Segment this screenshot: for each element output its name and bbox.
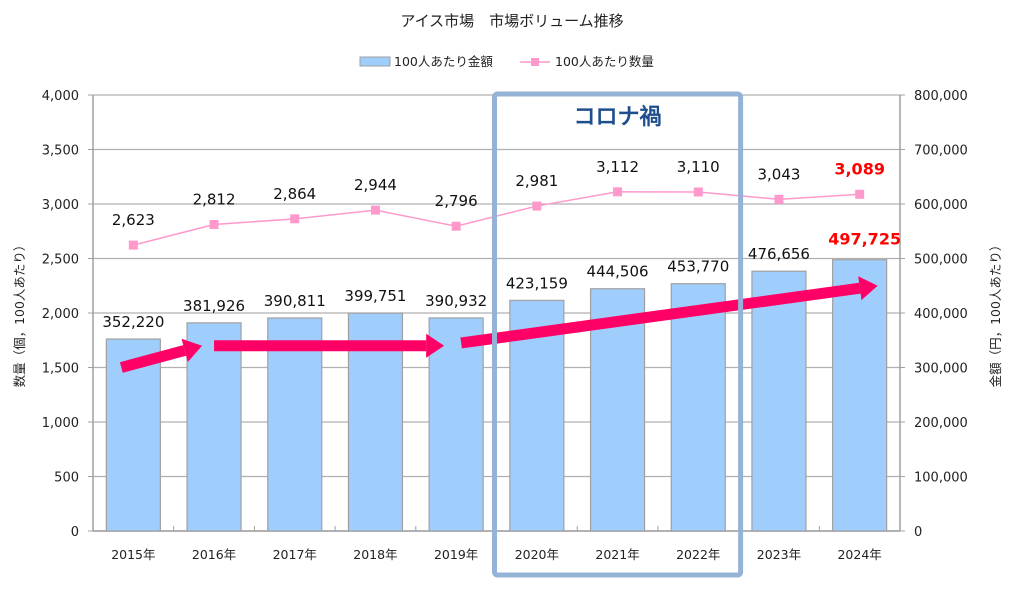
line-data-label: 3,110 (677, 158, 720, 176)
bar-2017年 (267, 317, 323, 532)
right-axis-ticks: 0 100,000 200,000 300,000 400,000 500,000 600,… (914, 89, 968, 540)
bar-data-label: 497,725 (828, 230, 901, 249)
line-marker-2022年 (693, 187, 703, 197)
line-marker-2020年 (532, 201, 542, 211)
left-axis-title: 数量（個，100人あたり） (12, 239, 27, 388)
trend-arrow-head (181, 338, 203, 362)
category-label: 2023年 (757, 547, 801, 562)
legend-swatch-marker (531, 58, 539, 66)
covid-box (492, 91, 744, 578)
line-data-label: 2,623 (112, 211, 155, 229)
right-tick-label: 200,000 (914, 416, 968, 431)
trend-arrow-shaft (119, 345, 187, 373)
category-label: 2021年 (595, 547, 639, 562)
right-tick-label: 600,000 (914, 198, 968, 213)
bar-2016年 (186, 322, 242, 532)
bar-2022年 (670, 283, 726, 532)
legend: 100人あたり金額 100人あたり数量 (359, 54, 654, 69)
category-label: 2016年 (192, 547, 236, 562)
trend-arrow-head (858, 276, 878, 301)
bar-data-label: 476,656 (748, 245, 810, 263)
category-label: 2024年 (837, 547, 881, 562)
category-label: 2018年 (353, 547, 397, 562)
line-marker-2015年 (128, 240, 138, 250)
legend-label-line: 100人あたり数量 (555, 54, 654, 69)
left-tick-label: 3,500 (42, 144, 79, 159)
chart-title: アイス市場 市場ボリューム推移 (400, 12, 623, 30)
legend-swatch-bar (359, 56, 391, 67)
right-tick-label: 500,000 (914, 253, 968, 268)
bar-data-label: 444,506 (587, 263, 649, 281)
bar-data-label: 352,220 (102, 313, 164, 331)
line-data-label: 2,864 (273, 185, 316, 203)
legend-label-bar: 100人あたり金額 (394, 54, 493, 69)
bar-2023年 (751, 270, 807, 532)
right-tick-label: 300,000 (914, 362, 968, 377)
line-marker-2023年 (774, 194, 784, 204)
category-label: 2015年 (111, 547, 155, 562)
covid-label: コロナ禍 (574, 105, 662, 130)
bar-data-label: 399,751 (344, 287, 406, 305)
data-labels: 352,220 381,926 390,811 399,751 390,932 423,1… (102, 158, 901, 331)
line-marker-2017年 (290, 214, 300, 224)
left-tick-label: 1,000 (42, 416, 79, 431)
bar-2024年 (832, 259, 888, 532)
bar-data-label: 453,770 (667, 258, 729, 276)
line-data-label: 3,112 (596, 158, 639, 176)
line-marker-2021年 (613, 187, 623, 197)
right-tick-label: 700,000 (914, 144, 968, 159)
left-tick-label: 1,500 (42, 362, 79, 377)
right-axis-title: 金額（円，100人あたり） (988, 239, 1003, 388)
line-data-label: 3,043 (757, 165, 800, 183)
line-marker-2016年 (209, 219, 219, 229)
left-tick-label: 3,000 (42, 198, 79, 213)
line-data-label: 2,981 (515, 172, 558, 190)
bar-series (105, 259, 888, 532)
line-data-label: 2,812 (193, 190, 236, 208)
bar-data-label: 390,932 (425, 292, 487, 310)
category-labels: 2015年 2016年 2017年 2018年 2019年 2020年 2021年 2022年… (111, 547, 882, 562)
right-tick-label: 100,000 (914, 471, 968, 486)
left-tick-label: 2,500 (42, 253, 79, 268)
trend-arrows (119, 276, 878, 373)
bar-2019年 (428, 317, 484, 532)
right-tick-label: 400,000 (914, 307, 968, 322)
left-axis-ticks: 0 500 1,000 1,500 2,000 2,500 3,000 3,500 4,000 (42, 89, 79, 540)
line-marker-2024年 (855, 189, 865, 199)
left-tick-label: 0 (71, 525, 79, 540)
left-tick-label: 4,000 (42, 89, 79, 104)
bar-2015年 (105, 338, 161, 532)
right-tick-label: 0 (914, 525, 922, 540)
line-data-label: 3,089 (834, 159, 885, 178)
category-label: 2022年 (676, 547, 720, 562)
category-label: 2019年 (434, 547, 478, 562)
right-tick-label: 800,000 (914, 89, 968, 104)
left-tick-label: 500 (54, 471, 79, 486)
bar-data-label: 423,159 (506, 274, 568, 292)
covid-annotation: コロナ禍 (492, 91, 744, 578)
line-data-label: 2,944 (354, 176, 397, 194)
trend-arrow-head (426, 333, 445, 358)
left-tick-label: 2,000 (42, 307, 79, 322)
trend-arrow-shaft (460, 282, 861, 349)
line-data-label: 2,796 (435, 192, 478, 210)
category-label: 2017年 (273, 547, 317, 562)
line-marker-2018年 (370, 205, 380, 215)
category-label: 2020年 (515, 547, 559, 562)
line-marker-2019年 (451, 221, 461, 231)
bar-data-label: 381,926 (183, 297, 245, 315)
bar-data-label: 390,811 (264, 292, 326, 310)
